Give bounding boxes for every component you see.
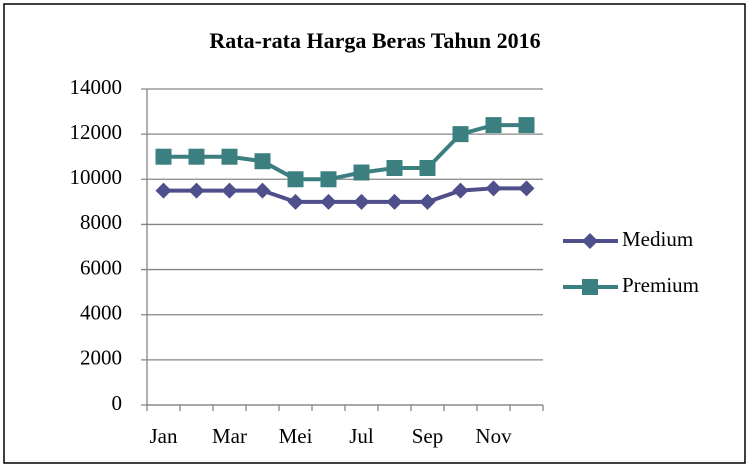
y-tick-label: 12000 [70, 120, 123, 144]
x-tick-label: Mar [212, 424, 247, 448]
legend-label: Medium [622, 227, 693, 251]
marker [582, 233, 598, 249]
marker [155, 148, 172, 165]
marker [485, 180, 502, 197]
marker [452, 182, 469, 199]
marker [287, 193, 304, 210]
marker [188, 148, 205, 165]
marker [320, 171, 337, 188]
y-tick-label: 6000 [80, 255, 122, 279]
marker [254, 182, 271, 199]
y-tick-label: 8000 [80, 210, 122, 234]
marker [254, 153, 271, 170]
marker [353, 164, 370, 181]
marker [155, 182, 172, 199]
marker [221, 148, 238, 165]
y-tick-label: 10000 [70, 165, 123, 189]
y-tick-label: 0 [112, 391, 123, 415]
marker [452, 126, 469, 143]
marker [188, 182, 205, 199]
chart-title: Rata-rata Harga Beras Tahun 2016 [209, 28, 540, 53]
marker [419, 193, 436, 210]
marker [386, 193, 403, 210]
marker [386, 160, 403, 176]
marker [518, 180, 535, 197]
y-tick-label: 4000 [80, 301, 122, 325]
marker [287, 171, 304, 188]
x-tick-label: Jan [150, 424, 178, 448]
x-tick-label: Mei [279, 424, 313, 448]
chart-border [3, 3, 746, 464]
marker [353, 193, 370, 210]
y-tick-label: 2000 [80, 346, 122, 370]
x-tick-label: Jul [349, 424, 374, 448]
marker [582, 279, 598, 295]
x-tick-label: Sep [412, 424, 444, 448]
marker [518, 117, 535, 134]
marker [485, 117, 502, 134]
legend-label: Premium [622, 273, 699, 297]
marker [419, 160, 436, 176]
x-tick-label: Nov [475, 424, 512, 448]
y-tick-label: 14000 [70, 75, 123, 99]
marker [221, 182, 238, 199]
marker [320, 193, 337, 210]
